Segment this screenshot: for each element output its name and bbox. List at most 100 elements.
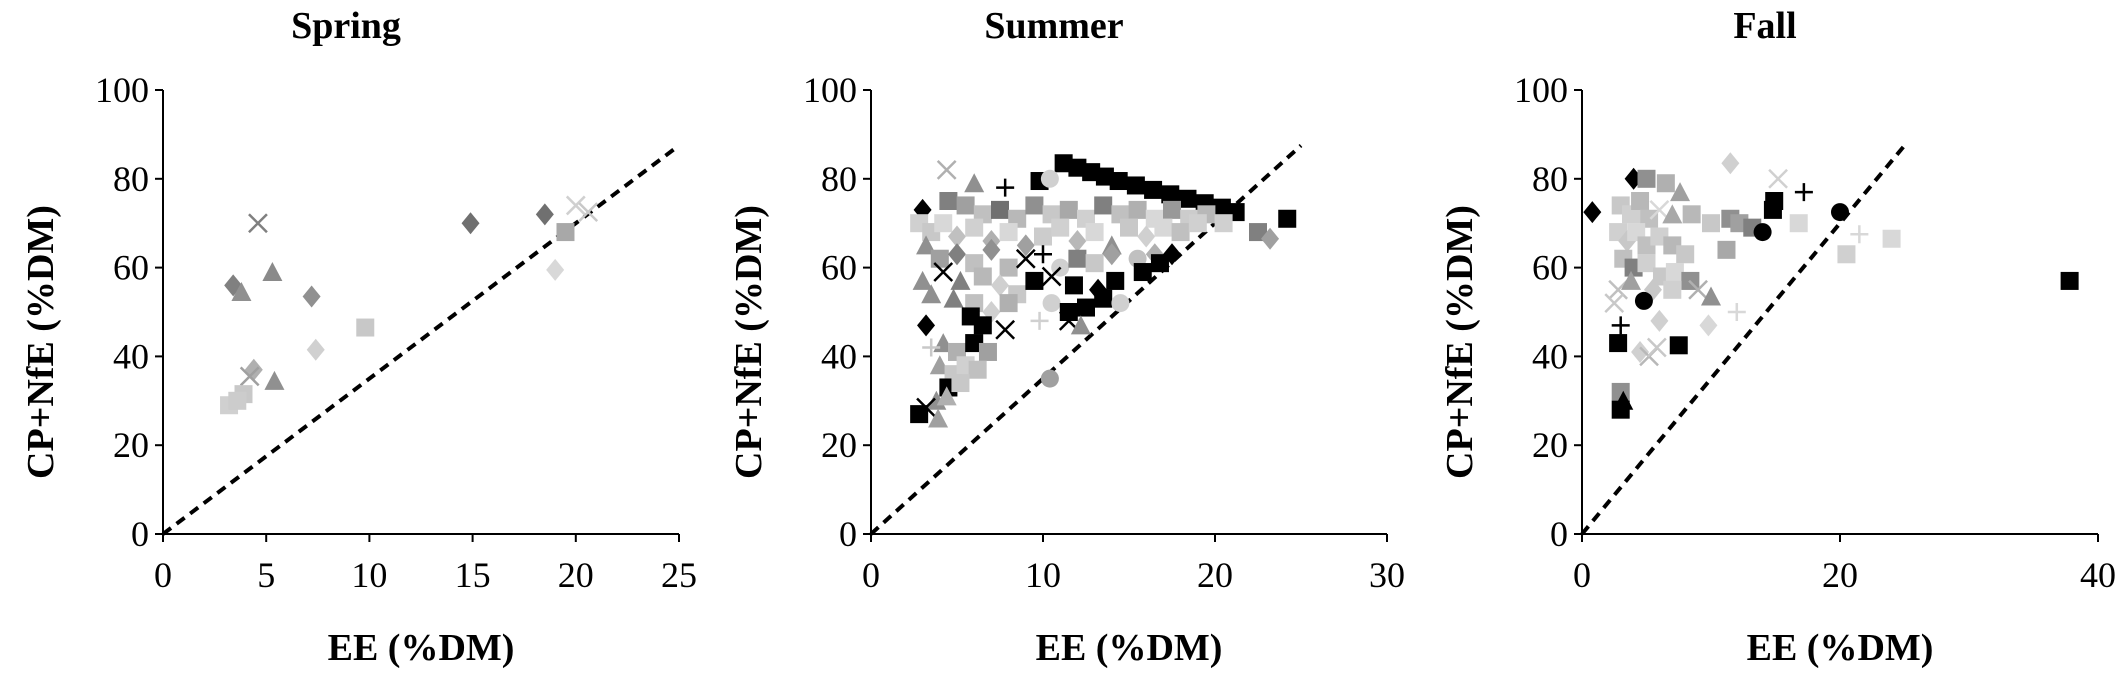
data-point-plus bbox=[1727, 303, 1746, 321]
chart-panel-spring: Spring 0 20 40 60 80 100 0 5 10 15 20 25 EE (%DM) CP+N… bbox=[20, 5, 697, 669]
x-axis-title: EE (%DM) bbox=[1036, 627, 1223, 669]
data-point-diamond bbox=[546, 258, 565, 281]
data-point-x bbox=[1604, 293, 1625, 314]
data-point-x bbox=[1646, 337, 1667, 358]
data-point-x bbox=[248, 213, 268, 234]
data-point-diamond bbox=[1721, 152, 1740, 175]
data-point-x bbox=[1768, 168, 1788, 189]
y-tick-label: 0 bbox=[131, 514, 149, 554]
data-point-square bbox=[556, 223, 575, 242]
data-point-diamond bbox=[1650, 309, 1669, 332]
y-tick-label: 80 bbox=[821, 159, 857, 199]
data-point-x bbox=[1015, 248, 1036, 269]
reference-line bbox=[161, 143, 681, 536]
data-point-x bbox=[1608, 279, 1629, 300]
x-tick-label: 20 bbox=[1197, 555, 1233, 595]
y-tick-label: 20 bbox=[1532, 425, 1568, 465]
data-point-square bbox=[2060, 271, 2079, 290]
data-point-x bbox=[578, 202, 599, 222]
x-tick-label: 20 bbox=[1822, 555, 1858, 595]
data-point-triangle bbox=[964, 173, 985, 193]
data-point-square bbox=[973, 267, 992, 286]
data-point-diamond bbox=[306, 338, 325, 361]
data-point-square bbox=[930, 249, 949, 268]
data-point-square bbox=[1154, 218, 1173, 237]
chart-panel-fall: Fall 0 20 40 60 80 100 0 20 40 EE (%DM) CP+NfE (%DM… bbox=[1439, 5, 2116, 669]
y-tick-label: 0 bbox=[839, 514, 857, 554]
data-point-diamond bbox=[917, 314, 936, 337]
data-point-square bbox=[1064, 276, 1083, 295]
data-point-square bbox=[1789, 214, 1808, 233]
data-point-x bbox=[239, 366, 260, 387]
data-point-plus bbox=[1034, 245, 1052, 264]
data-point-diamond bbox=[1102, 243, 1121, 266]
data-point-circle bbox=[1042, 294, 1061, 313]
data-point-square bbox=[939, 192, 958, 210]
data-point-square bbox=[356, 318, 375, 337]
data-point-square bbox=[1025, 196, 1044, 215]
data-point-square bbox=[1631, 192, 1650, 210]
data-point-x bbox=[936, 160, 957, 180]
data-point-square bbox=[1178, 189, 1197, 208]
data-point-triangle bbox=[921, 284, 942, 304]
data-point-square bbox=[968, 360, 987, 379]
data-point-diamond bbox=[1631, 340, 1650, 363]
data-point-square bbox=[1109, 172, 1128, 191]
data-point-triangle bbox=[1621, 270, 1642, 290]
data-point-diamond bbox=[1068, 229, 1087, 252]
data-point-diamond bbox=[948, 225, 966, 248]
data-point-plus bbox=[922, 338, 941, 357]
data-point-diamond bbox=[1137, 225, 1156, 248]
data-point-circle bbox=[1831, 203, 1849, 222]
data-point-square bbox=[999, 258, 1018, 277]
y-tick-label: 60 bbox=[821, 248, 857, 288]
data-point-square bbox=[1085, 223, 1104, 242]
y-tick-label: 40 bbox=[821, 336, 857, 376]
data-point-diamond bbox=[982, 238, 1001, 261]
x-tick-label: 0 bbox=[1573, 555, 1591, 595]
y-tick-label: 60 bbox=[1532, 248, 1568, 288]
data-point-plus bbox=[1850, 225, 1869, 244]
data-point-circle bbox=[1753, 223, 1772, 242]
data-point-triangle bbox=[1070, 315, 1091, 335]
x-axis-title: EE (%DM) bbox=[328, 627, 515, 669]
data-point-square bbox=[1637, 169, 1656, 188]
data-point-triangle bbox=[1670, 182, 1691, 202]
data-point-square bbox=[973, 316, 992, 335]
data-point-square bbox=[1669, 336, 1688, 355]
data-point-x bbox=[995, 319, 1016, 340]
data-point-plus bbox=[1794, 183, 1813, 202]
data-point-square bbox=[1025, 271, 1044, 290]
x-tick-label: 25 bbox=[661, 555, 697, 595]
data-point-square bbox=[1611, 400, 1630, 419]
data-point-triangle bbox=[950, 270, 971, 290]
data-point-circle bbox=[1634, 291, 1653, 310]
y-axis-title: CP+NfE (%DM) bbox=[20, 205, 62, 479]
y-tick-label: 100 bbox=[1514, 70, 1568, 110]
data-point-x bbox=[933, 262, 954, 282]
data-point-square bbox=[1609, 334, 1628, 353]
data-point-square bbox=[1150, 254, 1169, 273]
data-point-square bbox=[1094, 196, 1113, 215]
data-point-square bbox=[1144, 180, 1163, 199]
x-tick-label: 10 bbox=[1025, 555, 1061, 595]
data-point-circle bbox=[1111, 294, 1130, 313]
data-point-square bbox=[956, 196, 975, 215]
data-point-square bbox=[1663, 280, 1682, 299]
data-point-triangle bbox=[264, 370, 285, 390]
data-point-triangle bbox=[916, 235, 937, 255]
data-point-diamond bbox=[1699, 314, 1718, 337]
x-tick-label: 30 bbox=[1369, 555, 1405, 595]
data-point-triangle bbox=[1701, 286, 1721, 306]
data-point-triangle bbox=[936, 386, 957, 406]
data-point-square bbox=[1702, 214, 1720, 233]
data-point-circle bbox=[1040, 369, 1059, 388]
data-point-square bbox=[1682, 205, 1701, 224]
x-tick-label: 5 bbox=[257, 555, 275, 595]
data-point-square bbox=[1068, 158, 1087, 177]
data-point-plus bbox=[1030, 311, 1049, 330]
data-point-x bbox=[1688, 279, 1708, 300]
data-point-diamond bbox=[535, 203, 554, 226]
data-point-square bbox=[991, 200, 1009, 219]
y-tick-label: 20 bbox=[113, 425, 149, 465]
